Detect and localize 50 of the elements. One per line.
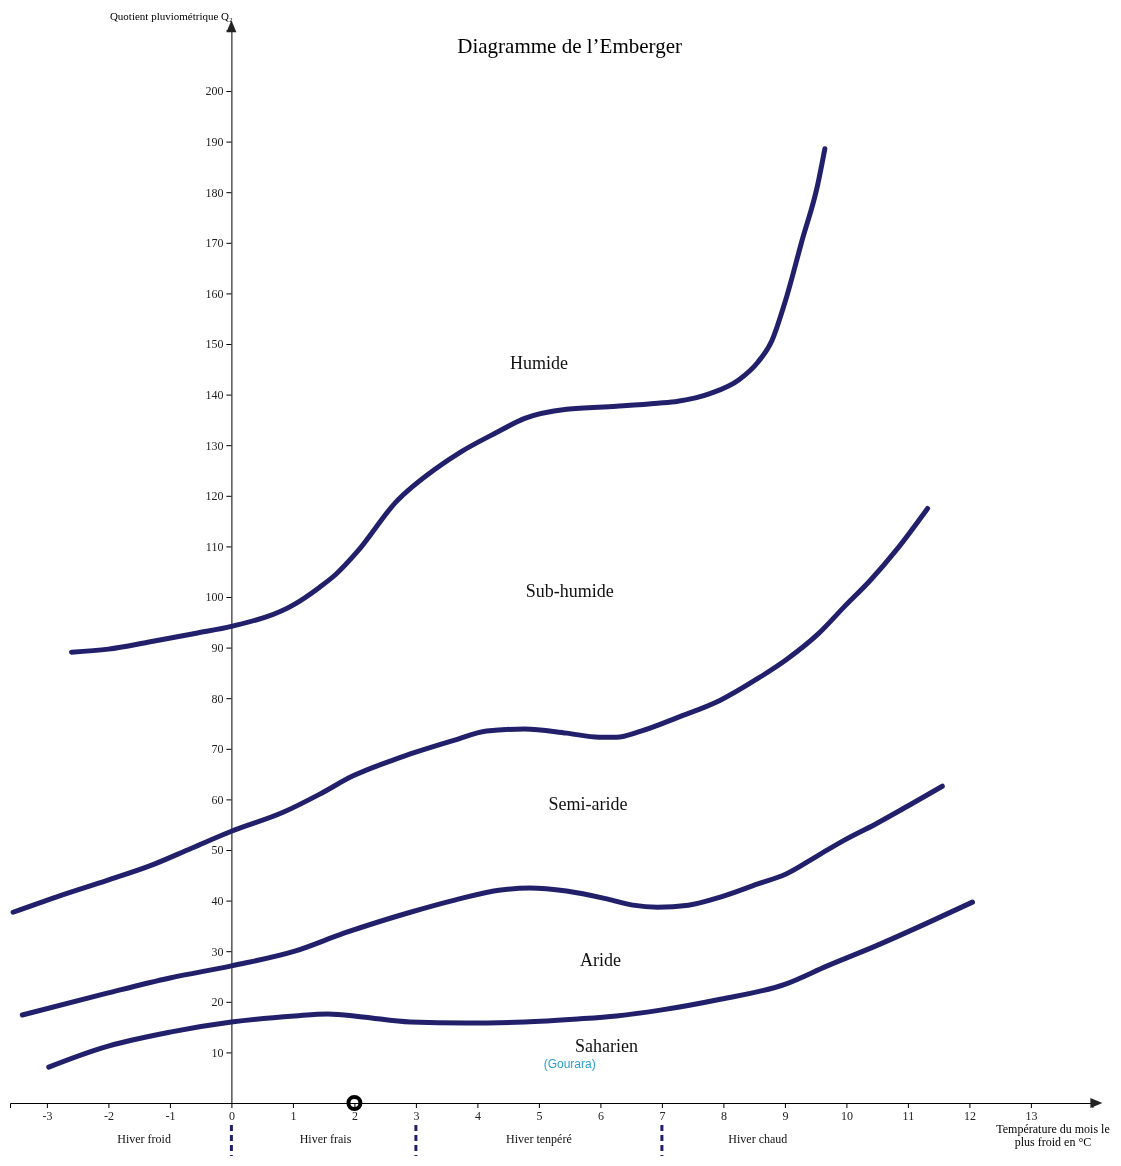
y-tick-label: 120 [205,489,224,504]
text: Hiver frais [299,1132,352,1146]
y-tick-label: 140 [205,387,224,402]
y-tick-label: 130 [205,438,224,453]
x-tick-label: -1 [165,1108,176,1123]
text: Hiver froid [117,1132,171,1146]
x-axis-title: Température du mois le plus froid en °C [996,1122,1110,1149]
x-tick-label: 3 [413,1108,420,1123]
y-tick-label: 180 [205,185,224,200]
chart-title: Diagramme de l’Emberger [457,34,682,58]
y-tick-label: 190 [205,134,224,149]
x-tick-label: 2 [351,1108,358,1123]
annotation: Aride [579,950,621,971]
annotation: Sub-humide [525,581,614,601]
y-tick-label: 110 [205,539,224,554]
y-tick-label: 100 [205,590,224,605]
x-tick-label: 4 [474,1108,481,1123]
x-tick-label: 9 [782,1108,789,1123]
y-tick-label: 40 [211,893,224,908]
x-tick-label: 8 [720,1108,727,1123]
y-axis-title: Quotient pluviométrique Q₂ [109,10,234,22]
x-tick-label: 12 [963,1108,976,1123]
annotation: Saharien [575,1036,639,1057]
x-tick-label: 7 [659,1108,666,1123]
x-tick-label: 0 [228,1108,235,1123]
x-tick-label: 5 [536,1108,543,1123]
x-tick-label: 11 [902,1108,915,1123]
y-tick-label: 70 [211,742,224,757]
x-tick-label: 10 [840,1108,853,1123]
y-tick-label: 200 [205,84,224,99]
text: Hiver tenpéré [506,1132,572,1146]
y-tick-label: 170 [205,236,224,251]
x-tick-label: -2 [103,1108,114,1123]
y-tick-label: 50 [211,843,224,858]
x-tick-label: 6 [597,1108,604,1123]
annotation: (Gourara) [543,1056,596,1071]
annotation: Humide [509,353,568,374]
text: Hiver chaud [728,1132,788,1146]
x-tick-label: 13 [1025,1108,1038,1123]
y-tick-label: 10 [211,1045,224,1060]
annotation: Semi-aride [548,793,628,814]
y-tick-label: 90 [211,640,224,655]
y-tick-label: 80 [211,691,224,706]
y-tick-label: 150 [205,337,224,352]
y-tick-label: 160 [205,286,224,301]
y-tick-label: 30 [211,944,224,959]
y-tick-label: 60 [211,792,224,807]
x-tick-label: 1 [290,1108,297,1123]
x-tick-label: -3 [42,1108,53,1123]
y-tick-label: 20 [211,995,224,1010]
